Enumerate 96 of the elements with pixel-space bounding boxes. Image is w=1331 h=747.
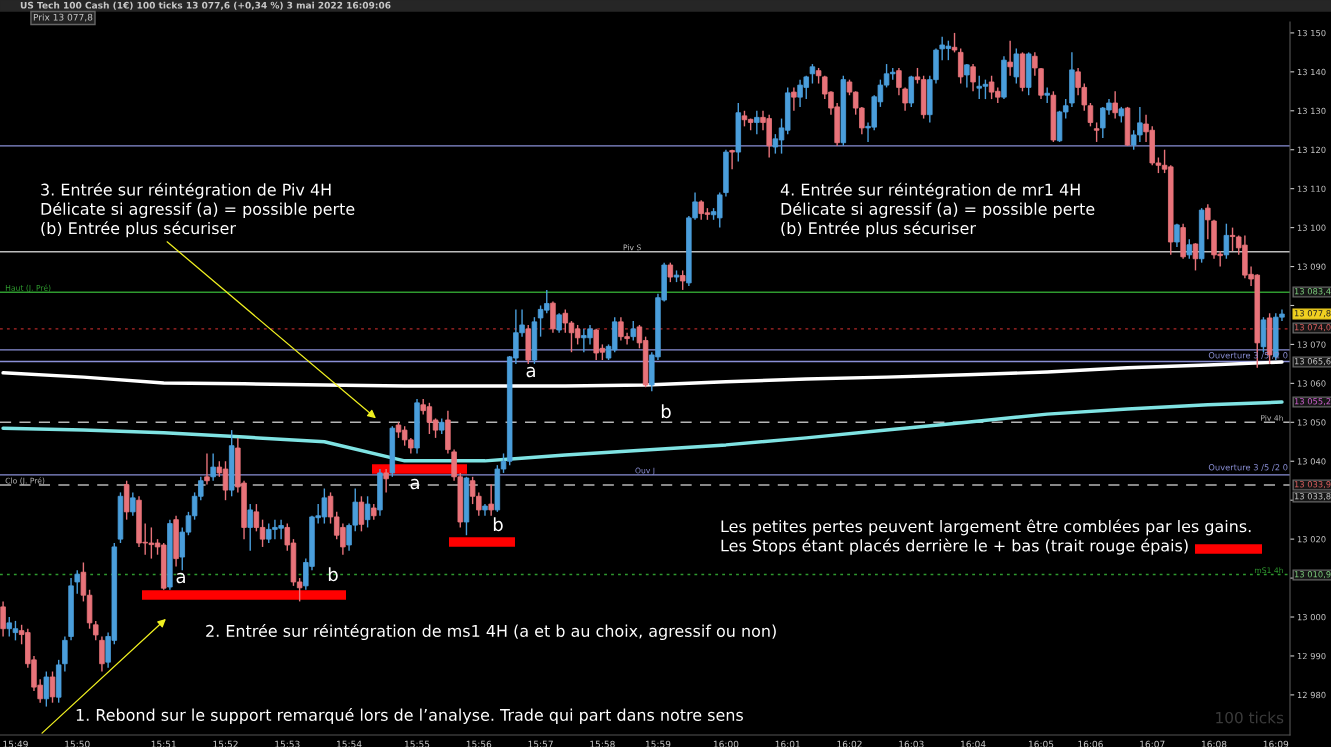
candlestick (43, 670, 50, 708)
x-tick-label: 15:55 (405, 740, 430, 747)
candlestick (74, 569, 80, 595)
annotation: b (328, 567, 338, 582)
candlestick (630, 320, 636, 342)
y-tick-label: 13 100 (1297, 224, 1326, 231)
x-tick-label: 15:52 (213, 740, 238, 747)
x-tick-label: 16:08 (1201, 740, 1227, 747)
y-tick-label: 13 070 (1297, 341, 1326, 348)
annotation: a (176, 572, 185, 584)
candlestick (247, 503, 253, 552)
text: 13 074,0 (1294, 324, 1331, 332)
y-tick-label: 13 110 (1297, 185, 1326, 192)
y-tick-label: 13 120 (1297, 146, 1326, 154)
y-tick-label: 13 020 (1297, 536, 1326, 543)
y-tick-label: 12 980 (1297, 691, 1326, 699)
x-tick-label: 15:59 (645, 740, 671, 747)
candlestick (130, 491, 136, 517)
candlestick (364, 495, 371, 529)
candlestick (679, 269, 686, 291)
candlestick (210, 452, 216, 482)
candlestick (488, 483, 494, 517)
candlestick (1013, 47, 1020, 85)
annotation: b (493, 517, 503, 532)
candlestick (99, 635, 105, 673)
candlestick (49, 670, 56, 704)
annotation: 2. Entrée sur réintégration de ms1 4H (a et b au choix, agressif ou non) (206, 623, 776, 641)
annotation: a (526, 366, 535, 378)
candlestick (667, 261, 674, 283)
text: 13 055,2 (1294, 398, 1331, 406)
candlestick (1112, 90, 1118, 120)
x-tick-label: 15:50 (65, 740, 90, 747)
candlestick (951, 32, 958, 54)
x-tick-label: 16:03 (899, 740, 924, 747)
x-tick-label: 16:02 (837, 740, 862, 747)
x-tick-label: 15:56 (466, 740, 492, 747)
y-tick-label: 13 050 (1297, 419, 1326, 426)
x-tick-label: 16:06 (1078, 740, 1103, 747)
candlestick (358, 495, 365, 533)
x-tick-label: 16:00 (713, 740, 739, 747)
text: 13 083,4 (1294, 288, 1331, 296)
y-tick-label: 13 060 (1297, 380, 1326, 387)
x-tick-label: 15:54 (337, 740, 362, 747)
candlestick (93, 620, 99, 642)
candlestick (1186, 238, 1193, 260)
candlestick (809, 63, 816, 85)
y-tick-label: 13 150 (1297, 29, 1326, 37)
text: 13 077,8 (1294, 310, 1331, 318)
candlestick (204, 452, 210, 486)
line-series (1, 400, 1284, 463)
annotation: a (410, 478, 419, 490)
y-tick-label: 13 040 (1297, 458, 1326, 465)
x-tick-label: 15:58 (590, 740, 615, 747)
candlestick (791, 86, 797, 112)
x-tick-label: 16:05 (1029, 740, 1054, 747)
candlestick (1192, 242, 1199, 272)
candlestick (896, 67, 902, 96)
text: 13 010,9 (1294, 571, 1331, 579)
candlestick (1205, 203, 1211, 240)
candlestick (62, 635, 68, 673)
candlestick (1223, 223, 1230, 260)
candlestick (970, 63, 976, 93)
candlestick (1093, 121, 1100, 143)
annotation: 1. Rebond sur le support remarqué lors de l’analyse. Trade qui part dans notre sens (76, 707, 743, 725)
x-tick-label: 15:51 (151, 740, 176, 747)
x-tick-label: 15:49 (3, 740, 28, 747)
annotation: Ouverture 3 /5 /2 0 (1208, 464, 1288, 472)
y-tick-label: 13 130 (1297, 107, 1326, 115)
text: 13 033,8 (1294, 493, 1331, 501)
y-tick-label: 13 140 (1297, 68, 1326, 76)
annotation: Les petites pertes peuvent largement être comblées par les gains. Les Stops étant placés derrière le + bas (trait rouge épais) (721, 519, 1251, 555)
x-tick-label: 16:09 (1263, 740, 1289, 747)
text: Prix 13 077,8 (33, 13, 93, 22)
y-tick-label: 13 090 (1297, 263, 1326, 270)
candlestick (556, 312, 562, 334)
text: 13 065,6 (1294, 358, 1331, 366)
text: 13 033,9 (1294, 481, 1331, 489)
x-tick-label: 16:07 (1140, 740, 1165, 747)
annotation: b (661, 404, 671, 419)
candlestick (902, 86, 908, 112)
y-tick-label: 13 000 (1297, 613, 1326, 621)
annotation: 3. Entrée sur réintégration de Piv 4H Délicate si agressif (a) = possible perte (b) Entrée plus sécuriser (41, 182, 355, 238)
x-tick-label: 15:57 (528, 740, 553, 747)
x-tick-label: 15:53 (275, 740, 300, 747)
x-tick-label: 16:01 (775, 740, 800, 747)
line-series (1, 360, 1284, 388)
annotation: 100 ticks (1216, 711, 1284, 724)
candlestick (964, 63, 970, 89)
y-tick-label: 12 990 (1297, 652, 1326, 660)
candlestick (1007, 39, 1013, 77)
annotation: 4. Entrée sur réintégration de mr1 4H Délicate si agressif (a) = possible perte (b) Entrée plus sécuriser (780, 182, 1095, 238)
x-tick-label: 16:04 (961, 740, 986, 747)
candlestick (754, 110, 760, 135)
candlestick (383, 468, 389, 494)
candlestick (0, 600, 6, 638)
chart-title: US Tech 100 Cash (1€) 100 ticks 13 077,6 (+0,34 %) 3 mai 2022 16:09:06 (20, 1, 391, 10)
